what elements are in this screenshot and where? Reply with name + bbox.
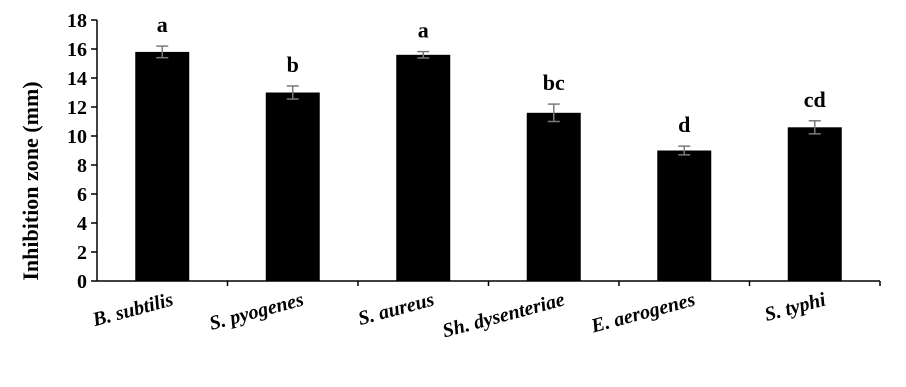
bar xyxy=(526,112,581,281)
chart-marks: 0 2 4 6 8 10 12 14 16 18 a B. subtilis b S. pyogenes a… xyxy=(67,10,881,343)
bar xyxy=(396,54,451,281)
y-tick-label: 0 xyxy=(77,271,87,293)
y-tick-label: 10 xyxy=(67,126,87,148)
bar xyxy=(265,92,320,281)
y-tick-label: 16 xyxy=(67,39,87,61)
significance-label: cd xyxy=(804,87,826,112)
significance-label: a xyxy=(418,18,429,43)
y-tick-label: 6 xyxy=(77,184,87,206)
y-tick-label: 2 xyxy=(77,242,87,264)
y-axis-title: Inhibition zone (mm) xyxy=(18,81,43,280)
significance-label: b xyxy=(287,52,299,77)
significance-label: a xyxy=(157,12,168,37)
y-tick-label: 4 xyxy=(77,213,87,235)
x-tick-label: E. aerogenes xyxy=(588,289,698,338)
y-tick-label: 18 xyxy=(67,10,87,32)
y-tick-label: 8 xyxy=(77,155,87,177)
x-tick-label: S. pyogenes xyxy=(207,289,306,335)
significance-label: bc xyxy=(543,70,565,95)
x-tick-label: B. subtilis xyxy=(89,289,175,332)
x-tick-label: S. typhi xyxy=(762,288,828,325)
y-tick-label: 12 xyxy=(67,97,87,119)
bar xyxy=(657,150,712,281)
y-tick-label: 14 xyxy=(67,68,87,90)
bar xyxy=(787,127,842,281)
x-tick-label: Sh. dysenteriae xyxy=(440,289,567,343)
bar xyxy=(135,51,190,282)
x-tick-label: S. aureus xyxy=(356,289,437,330)
significance-label: d xyxy=(678,112,690,137)
